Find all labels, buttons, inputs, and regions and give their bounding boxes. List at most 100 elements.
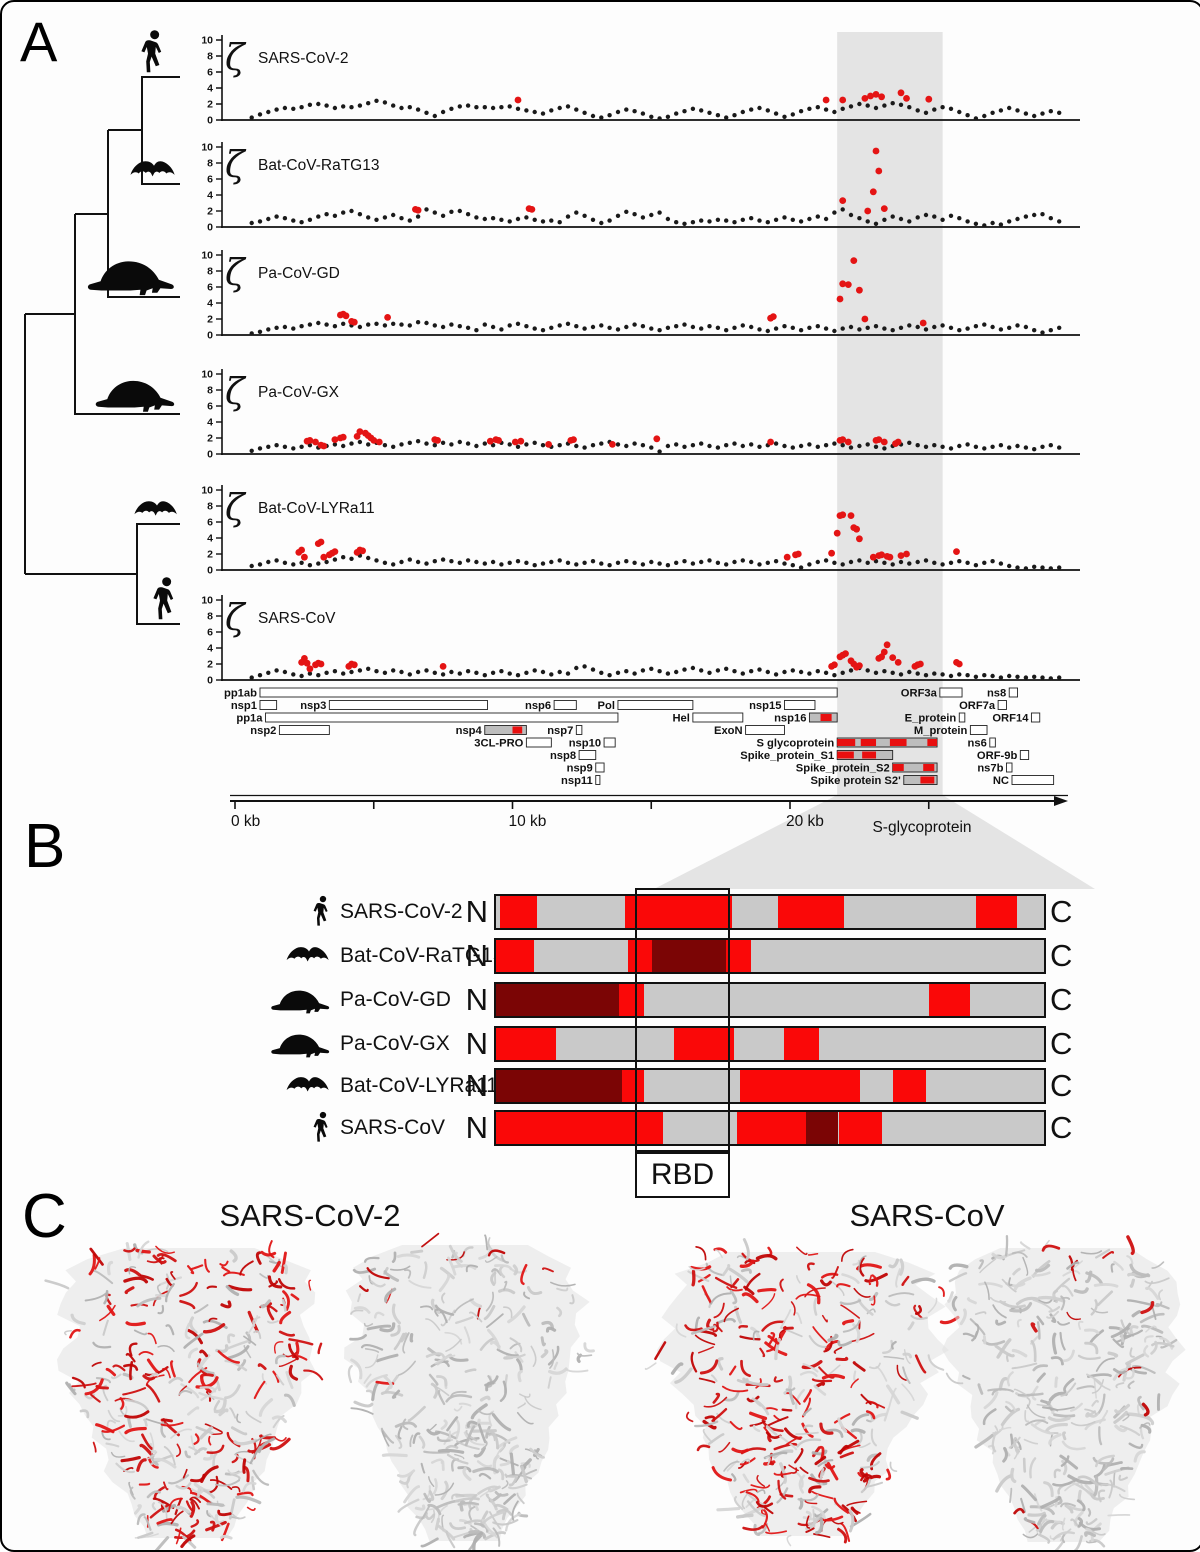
genome-gene-pp1a: pp1a bbox=[236, 712, 619, 724]
y-tick-label: 6 bbox=[207, 174, 213, 186]
genome-gene-nsp16: nsp16 bbox=[774, 712, 838, 724]
rbd-label-box: RBD bbox=[635, 1152, 730, 1198]
similarity-bar-Pa-CoV-GX bbox=[494, 1026, 1046, 1062]
pangolin-icon bbox=[87, 261, 174, 296]
bar-segment-red bbox=[624, 896, 732, 928]
y-tick-label: 8 bbox=[207, 51, 213, 63]
scale-bar: 0 kb 10 kb 20 kb S-glycoprotein bbox=[230, 794, 1068, 836]
gene-label: ns7b bbox=[977, 762, 1003, 774]
genome-map: pp1ab ORF3a ns8 nsp1 nsp3 nsp6 Pol nsp15 ORF7a pp… bbox=[224, 687, 1055, 787]
genome-gene-nsp8: nsp8 bbox=[550, 750, 597, 762]
zoom-funnel bbox=[654, 795, 1095, 889]
y-tick-label: 8 bbox=[207, 385, 213, 397]
bat-icon bbox=[286, 946, 329, 962]
human-icon bbox=[153, 577, 174, 620]
similarity-bar-SARS-CoV-2 bbox=[494, 894, 1046, 930]
c-terminus-label: C bbox=[1050, 894, 1073, 929]
scale-label: 0 kb bbox=[231, 813, 260, 830]
bar-segment-red bbox=[783, 1028, 820, 1060]
zeta-symbol: ζ bbox=[225, 488, 247, 529]
gene-label: nsp16 bbox=[774, 712, 806, 724]
panel-a-label: A bbox=[20, 10, 58, 73]
gene-label: ns8 bbox=[987, 687, 1006, 699]
y-tick-label: 4 bbox=[207, 417, 213, 429]
gene-label: nsp2 bbox=[250, 725, 276, 737]
y-tick-label: 4 bbox=[207, 190, 213, 202]
bar-segment-red bbox=[975, 896, 1017, 928]
n-terminus-label: N bbox=[465, 894, 488, 929]
panel-b-icon-cell bbox=[264, 938, 332, 974]
zeta-symbol: ζ bbox=[225, 598, 247, 639]
bar-segment-red bbox=[726, 940, 751, 972]
scale-label: 10 kb bbox=[509, 813, 547, 830]
bar-segment-red bbox=[622, 1070, 644, 1102]
bar-segment-dark bbox=[496, 1070, 623, 1102]
gene-label: ORF3a bbox=[901, 687, 938, 699]
genome-gene-Hel: Hel bbox=[672, 712, 744, 724]
n-terminus-label: N bbox=[465, 1110, 488, 1145]
gene-label: nsp1 bbox=[231, 700, 257, 712]
y-tick-label: 4 bbox=[207, 643, 213, 655]
bar-segment-dark bbox=[652, 940, 727, 972]
human-icon bbox=[141, 30, 162, 73]
genome-gene-NC: NC bbox=[993, 775, 1055, 787]
y-tick-label: 2 bbox=[207, 314, 213, 326]
zeta-symbol: ζ bbox=[225, 145, 247, 186]
genome-gene-M_protein: M_protein bbox=[914, 725, 988, 737]
y-tick-label: 2 bbox=[207, 99, 213, 111]
y-tick-label: 0 bbox=[207, 449, 213, 461]
genome-gene-E_protein: E_protein bbox=[905, 712, 966, 724]
gene-label: ns6 bbox=[968, 737, 987, 749]
genome-gene-nsp10: nsp10 bbox=[569, 737, 616, 749]
similarity-bar-Bat-CoV-LYRa11 bbox=[494, 1068, 1046, 1104]
bar-segment-red bbox=[893, 1070, 927, 1102]
c-terminus-label: C bbox=[1050, 938, 1073, 973]
y-tick-label: 10 bbox=[201, 142, 213, 154]
c-terminus-label: C bbox=[1050, 1068, 1073, 1103]
scatter-track-SARS-CoV-2: 0 2 4 6 8 10 ζ SARS-CoV-2 bbox=[201, 35, 1080, 127]
genome-gene-ORF14: ORF14 bbox=[992, 712, 1041, 724]
c-terminus-label: C bbox=[1050, 1026, 1073, 1061]
gene-label: Spike_protein_S1 bbox=[740, 750, 834, 762]
zeta-symbol: ζ bbox=[225, 372, 247, 413]
y-tick-label: 2 bbox=[207, 433, 213, 445]
panel-b-row-label: Pa-CoV-GD bbox=[340, 988, 451, 1011]
panel-b-row-label: SARS-CoV bbox=[340, 1116, 446, 1139]
genome-gene-3CL-PRO: 3CL-PRO bbox=[474, 737, 552, 749]
bar-segment-red bbox=[496, 940, 535, 972]
similarity-bar-SARS-CoV bbox=[494, 1110, 1046, 1146]
y-tick-label: 10 bbox=[201, 595, 213, 607]
scale-label: 20 kb bbox=[786, 813, 824, 830]
panel-b-row-label: Pa-CoV-GX bbox=[340, 1032, 450, 1055]
gene-label: nsp6 bbox=[525, 700, 551, 712]
genome-gene-nsp2: nsp2 bbox=[250, 725, 330, 737]
y-tick-label: 8 bbox=[207, 501, 213, 513]
bar-segment-dark bbox=[805, 1112, 839, 1144]
y-tick-label: 6 bbox=[207, 67, 213, 79]
panel-b-icon-cell bbox=[264, 982, 332, 1018]
genome-gene-nsp7: nsp7 bbox=[547, 725, 583, 737]
gene-label: nsp8 bbox=[550, 750, 576, 762]
scatter-track-Pa-CoV-GD: 0 2 4 6 8 10 ζ Pa-CoV-GD bbox=[201, 250, 1080, 342]
gene-label: ORF14 bbox=[992, 712, 1029, 724]
bar-segment-red bbox=[500, 896, 538, 928]
bar-segment-red bbox=[838, 1112, 883, 1144]
c-terminus-label: C bbox=[1050, 982, 1073, 1017]
genome-gene-Spike_protein_S1: Spike_protein_S1 bbox=[740, 750, 894, 762]
gene-label: M_protein bbox=[914, 725, 968, 737]
bar-segment-red bbox=[674, 1028, 735, 1060]
genome-gene-nsp4: nsp4 bbox=[456, 725, 527, 737]
genome-gene-ns8: ns8 bbox=[987, 687, 1018, 699]
genome-gene-nsp6: nsp6 bbox=[525, 700, 577, 712]
genome-gene-nsp9: nsp9 bbox=[567, 762, 605, 774]
panel-c-title-sars-cov: SARS-CoV bbox=[849, 1198, 1005, 1233]
rbd-region-outline bbox=[635, 888, 730, 1152]
similarity-bar-Pa-CoV-GD bbox=[494, 982, 1046, 1018]
genome-gene-nsp1: nsp1 bbox=[231, 700, 278, 712]
zeta-symbol: ζ bbox=[225, 253, 247, 294]
y-tick-label: 0 bbox=[207, 330, 213, 342]
y-tick-label: 4 bbox=[207, 83, 213, 95]
panel-b-icon-cell bbox=[264, 1068, 332, 1104]
panel-c-title-sars-cov-2: SARS-CoV-2 bbox=[219, 1198, 401, 1233]
